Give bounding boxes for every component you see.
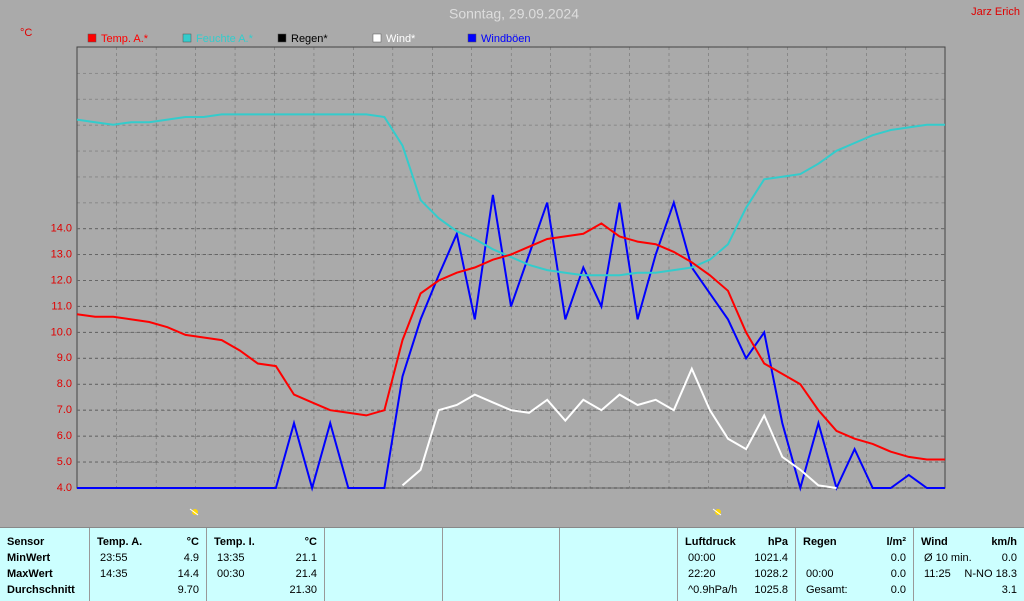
legend-swatch — [277, 33, 287, 43]
column-header: Luftdruck — [685, 536, 736, 548]
y-tick-label: 11.0 — [51, 300, 72, 312]
legend-swatch — [372, 33, 382, 43]
column-unit: °C — [186, 536, 199, 548]
empty-column — [560, 528, 678, 601]
legend-label: Feuchte A.* — [196, 33, 254, 45]
y-tick-label: 7.0 — [57, 404, 72, 416]
y-tick-label: 6.0 — [57, 430, 72, 442]
row-time: 00:00 — [688, 552, 716, 564]
sensor-label: MinWert — [7, 552, 51, 564]
row-time: 22:20 — [688, 568, 716, 580]
plot-area — [76, 46, 946, 489]
chart: Sonntag, 29.09.2024 Jarz Erich °C 4.0 5.0… — [20, 6, 1020, 516]
sensor-column: Sensor MinWert MaxWert Durchschnitt — [0, 528, 90, 601]
series-line — [76, 222, 945, 461]
row-value: 9.70 — [177, 584, 199, 596]
row-value: 4.9 — [183, 552, 199, 564]
stats-column: Temp. I. °C 13:35 21.1 00:30 21.4 21.30 — [207, 528, 325, 601]
row-value: 1025.8 — [754, 584, 788, 596]
column-unit: hPa — [767, 536, 788, 548]
row-time: 14:35 — [100, 568, 128, 580]
legend-label: Regen* — [291, 33, 328, 45]
y-tick-label: 13.0 — [51, 248, 72, 260]
stats-column: Regen l/m² 0.0 00:00 0.0 Gesamt: 0.0 — [796, 528, 914, 601]
row-time: 00:30 — [217, 568, 245, 580]
row-time: 11:25 — [924, 568, 951, 580]
chart-title: Sonntag, 29.09.2024 — [449, 6, 579, 22]
legend-label: Windböen — [481, 33, 531, 45]
series-line — [77, 194, 945, 492]
legend-swatch — [87, 33, 97, 43]
sunrise-icon — [189, 508, 199, 516]
row-value: 0.0 — [890, 584, 906, 596]
column-unit: °C — [304, 536, 317, 548]
legend-swatch — [182, 33, 192, 43]
column-unit: km/h — [991, 536, 1017, 548]
row-value: 0.0 — [1001, 552, 1017, 564]
stats-table: Sensor MinWert MaxWert Durchschnitt Temp. A.… — [0, 527, 1024, 601]
y-tick-label: 10.0 — [51, 326, 72, 338]
legend-label: Temp. A.* — [101, 33, 149, 45]
sensor-label: MaxWert — [7, 568, 53, 580]
sensor-label: Durchschnitt — [7, 584, 75, 596]
row-value: 1028.2 — [754, 568, 788, 580]
y-tick-label: 4.0 — [57, 482, 72, 494]
row-time: Gesamt: — [806, 584, 848, 596]
row-value: 21.4 — [295, 568, 317, 580]
empty-column — [325, 528, 443, 601]
row-value: 3.1 — [1001, 584, 1017, 596]
row-time: 23:55 — [100, 552, 128, 564]
column-header: Temp. A. — [97, 536, 143, 548]
y-axis-label: °C — [20, 27, 32, 39]
y-tick-label: 8.0 — [57, 378, 72, 390]
sunset-icon — [712, 508, 722, 516]
empty-column — [442, 528, 560, 601]
row-time: ^0.9hPa/h — [688, 584, 738, 596]
row-value: 14.4 — [177, 568, 199, 580]
row-time: 13:35 — [217, 552, 245, 564]
legend-swatch — [467, 33, 477, 43]
stats-column: Wind km/h Ø 10 min. 0.0 11:25 N-NO 18.3 3.1 — [914, 528, 1024, 601]
row-time: 00:00 — [806, 568, 834, 580]
column-unit: l/m² — [886, 536, 906, 548]
series-line — [401, 366, 837, 489]
row-value: N-NO 18.3 — [964, 568, 1017, 580]
sensor-label: Sensor — [7, 536, 45, 548]
stats-column: Luftdruck hPa 00:00 1021.4 22:20 1028.2 ^0.9hP… — [678, 528, 796, 601]
row-value: 21.1 — [295, 552, 317, 564]
y-tick-label: 9.0 — [57, 352, 72, 364]
column-header: Temp. I. — [214, 536, 255, 548]
column-header: Wind — [921, 536, 948, 548]
row-time: Ø 10 min. — [924, 552, 972, 564]
row-value: 21.30 — [289, 584, 317, 596]
series-line — [76, 113, 945, 277]
stats-column: Temp. A. °C 23:55 4.9 14:35 14.4 9.70 — [90, 528, 207, 601]
row-value: 0.0 — [890, 552, 906, 564]
y-tick-label: 12.0 — [51, 274, 72, 286]
row-value: 1021.4 — [754, 552, 788, 564]
y-tick-label: 5.0 — [57, 456, 72, 468]
column-header: Regen — [803, 536, 837, 548]
legend-label: Wind* — [386, 33, 416, 45]
y-tick-label: 14.0 — [51, 222, 72, 234]
author: Jarz Erich — [971, 6, 1020, 18]
row-value: 0.0 — [890, 568, 906, 580]
